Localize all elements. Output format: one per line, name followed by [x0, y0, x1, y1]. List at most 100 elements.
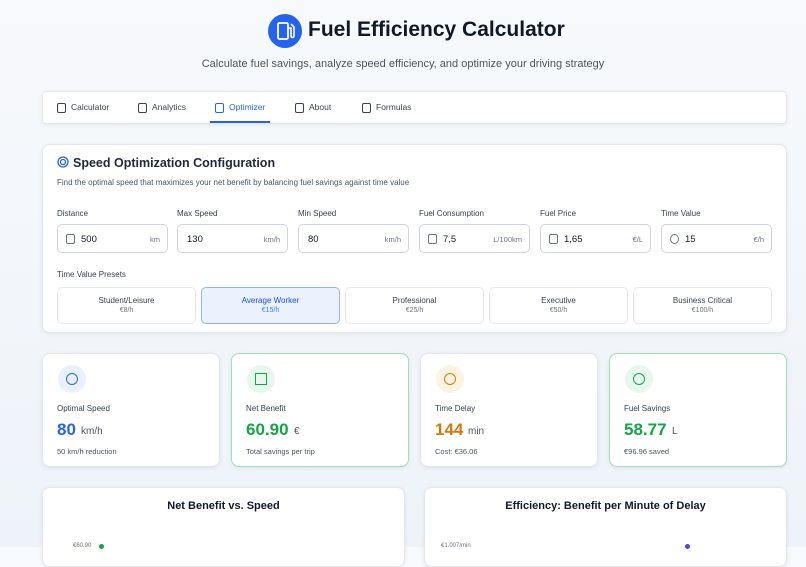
input-field[interactable]: 500 km — [57, 224, 168, 253]
chart-card: Net Benefit vs. Speed €60.90 — [42, 487, 405, 567]
tab-label: Calculator — [71, 102, 110, 112]
preset-name: Student/Leisure — [98, 296, 155, 305]
input-value: 80 — [308, 234, 319, 245]
input-icon — [66, 234, 75, 244]
stat-label: Fuel Savings — [624, 404, 671, 413]
input-icon — [428, 234, 437, 244]
stat-unit: min — [468, 426, 485, 437]
preset-rate: €50/h — [549, 307, 568, 314]
stat-note: 50 km/h reduction — [57, 447, 117, 456]
tab-label: Formulas — [376, 102, 412, 112]
tab[interactable]: Analytics — [133, 92, 191, 123]
input-unit: €/h — [753, 235, 764, 244]
tab-label: Analytics — [152, 102, 187, 112]
stat-icon-glyph — [255, 373, 267, 385]
stat-icon-glyph — [633, 373, 645, 385]
stat-card: Time Delay 144 min Cost: €36.06 — [420, 353, 598, 467]
stat-label: Net Benefit — [246, 404, 286, 413]
stat-value: 58.77 — [624, 420, 667, 439]
tab[interactable]: Formulas — [357, 92, 416, 123]
stat-icon — [436, 365, 464, 393]
config-description: Find the optimal speed that maximizes yo… — [57, 178, 410, 187]
stat-label: Optimal Speed — [57, 404, 110, 413]
preset-rate: €25/h — [405, 307, 424, 314]
chart-title: Net Benefit vs. Speed — [167, 500, 280, 512]
preset-button[interactable]: Executive €50/h — [489, 287, 628, 324]
field-label: Min Speed — [298, 209, 337, 218]
input-value: 500 — [81, 234, 97, 245]
input-field[interactable]: 1,65 €/L — [540, 224, 651, 253]
tab[interactable]: Calculator — [52, 92, 114, 123]
preset-name: Business Critical — [672, 296, 733, 305]
input-unit: L/100km — [493, 235, 522, 244]
tab-icon — [295, 103, 304, 113]
input-value: 15 — [685, 234, 696, 245]
input-field[interactable]: 80 km/h — [298, 224, 409, 253]
field-label: Time Value — [661, 209, 701, 218]
input-unit: km — [150, 235, 160, 244]
preset-rate: €100/h — [691, 307, 714, 314]
stat-icon — [247, 365, 275, 393]
input-unit: €/L — [632, 235, 643, 244]
stat-note: Cost: €36.06 — [435, 447, 478, 456]
input-value: 130 — [187, 234, 203, 245]
tab-bar: Calculator Analytics Optimizer About Formula… — [42, 91, 787, 124]
stat-icon-glyph — [66, 373, 78, 385]
stat-card: Optimal Speed 80 km/h 50 km/h reduction — [42, 353, 220, 467]
tab-icon — [57, 103, 66, 113]
field-label: Distance — [57, 209, 89, 218]
tab[interactable]: About — [290, 92, 336, 123]
stat-card: Fuel Savings 58.77 L €96.96 saved — [609, 353, 787, 467]
field-label: Fuel Price — [540, 209, 577, 218]
preset-button[interactable]: Professional €25/h — [345, 287, 484, 324]
presets-label: Time Value Presets — [57, 270, 126, 279]
stat-unit: km/h — [81, 426, 103, 437]
preset-button[interactable]: Business Critical €100/h — [633, 287, 772, 324]
config-card: Speed Optimization Configuration Find th… — [42, 144, 787, 333]
input-value: 7,5 — [443, 234, 457, 245]
config-title: Speed Optimization Configuration — [73, 156, 276, 170]
stat-unit: € — [294, 426, 300, 437]
stat-note: Total savings per trip — [246, 447, 315, 456]
preset-name: Executive — [541, 296, 576, 305]
preset-name: Professional — [392, 296, 437, 305]
preset-button[interactable]: Average Worker €15/h — [201, 287, 340, 324]
y-tick-label: €60.90 — [73, 543, 92, 549]
tab[interactable]: Optimizer — [210, 92, 271, 123]
logo-icon — [268, 14, 302, 48]
input-field[interactable]: 130 km/h — [177, 224, 288, 253]
stat-icon — [58, 365, 86, 393]
chart-card: Efficiency: Benefit per Minute of Delay €… — [424, 487, 787, 567]
stat-value: 144 — [435, 420, 464, 439]
input-field[interactable]: 15 €/h — [661, 224, 772, 253]
stat-unit: L — [672, 426, 678, 437]
stat-icon — [625, 365, 653, 393]
stat-note: €96.96 saved — [624, 447, 670, 456]
preset-rate: €8/h — [119, 307, 134, 314]
input-field[interactable]: 7,5 L/100km — [419, 224, 530, 253]
tab-icon — [215, 103, 224, 113]
preset-button[interactable]: Student/Leisure €8/h — [57, 287, 196, 324]
input-unit: km/h — [263, 235, 280, 244]
input-value: 1,65 — [564, 234, 583, 245]
input-icon — [549, 234, 558, 244]
stat-label: Time Delay — [435, 404, 476, 413]
tab-icon — [138, 103, 147, 113]
field-label: Max Speed — [177, 209, 218, 218]
y-tick-label: €1.007/min — [441, 543, 471, 549]
page-title: Fuel Efficiency Calculator — [308, 18, 565, 41]
stat-card: Net Benefit 60.90 € Total savings per trip — [231, 353, 409, 467]
subtitle: Calculate fuel savings, analyze speed ef… — [201, 58, 605, 70]
tab-label: Optimizer — [229, 102, 266, 112]
chart-title: Efficiency: Benefit per Minute of Delay — [505, 500, 706, 512]
stat-value: 60.90 — [246, 420, 289, 439]
preset-rate: €15/h — [261, 307, 280, 314]
input-unit: km/h — [384, 235, 401, 244]
preset-name: Average Worker — [241, 296, 300, 305]
stat-value: 80 — [57, 420, 76, 439]
tab-label: About — [309, 102, 332, 112]
stat-icon-glyph — [444, 373, 456, 385]
tab-icon — [362, 103, 371, 113]
field-label: Fuel Consumption — [419, 209, 484, 218]
input-icon — [670, 234, 679, 244]
